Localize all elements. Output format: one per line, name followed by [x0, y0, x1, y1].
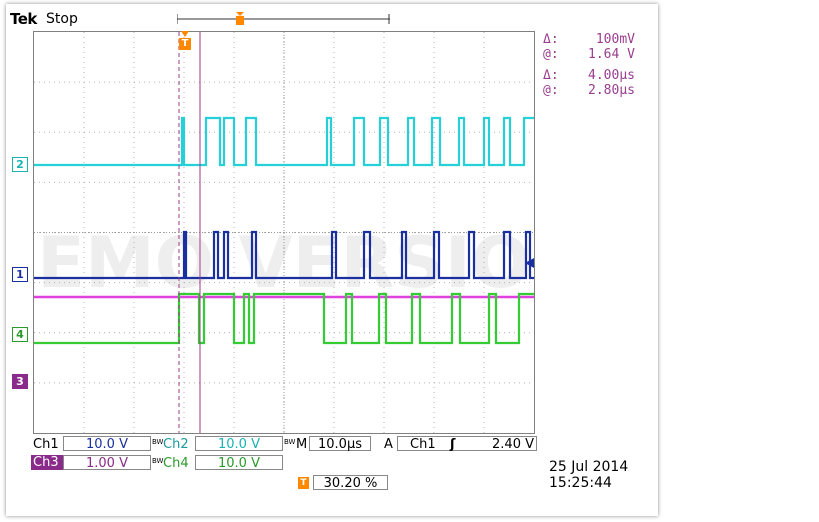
channel-2-marker[interactable]: 2	[12, 157, 28, 172]
trigger-marker: T	[178, 31, 192, 53]
date-display: 25 Jul 2014	[549, 459, 629, 475]
acquisition-mode-label: A	[384, 437, 393, 452]
ch1-scale[interactable]: 10.0 V	[63, 436, 151, 452]
ch2-bw-icon: BW	[284, 438, 296, 446]
trigger-source: Ch1	[410, 437, 436, 452]
trigger-readout[interactable]: Ch1 ʃ 2.40 V	[397, 436, 537, 452]
trigger-level-arrow-icon	[525, 258, 534, 268]
trigger-position-icon	[236, 12, 244, 25]
channel-1-marker[interactable]: 1	[12, 267, 28, 282]
ch4-waveform	[34, 292, 534, 345]
trigger-level: 2.40 V	[492, 437, 534, 452]
ch3-scale[interactable]: 1.00 V	[63, 455, 151, 471]
brand-logo: Tek	[10, 10, 37, 28]
timebase-value[interactable]: 10.0µs	[309, 436, 371, 452]
trigger-slope-icon: ʃ	[450, 437, 456, 452]
cursor-readout: Δ: 100mV @: 1.64 V Δ: 4.00µs @: 2.80µs	[543, 32, 635, 98]
trigger-position-icon: T	[298, 477, 309, 489]
channel-4-marker[interactable]: 4	[12, 327, 28, 342]
record-position-bar[interactable]	[177, 12, 390, 26]
ch1-label[interactable]: Ch1	[33, 437, 59, 452]
ch1-waveform	[34, 230, 534, 280]
timebase-m-label: M	[296, 437, 308, 452]
ch2-waveform	[34, 116, 534, 167]
ch3-bw-icon: BW	[152, 457, 164, 465]
acquisition-status: Stop	[46, 11, 78, 27]
trigger-position-value[interactable]: 30.20 %	[313, 475, 388, 491]
ch2-label[interactable]: Ch2	[163, 437, 189, 452]
voltage-at-value: 1.64 V	[588, 47, 635, 62]
time-display: 15:25:44	[549, 475, 612, 491]
ch3-label[interactable]: Ch3	[31, 455, 63, 470]
voltage-delta-value: 100mV	[595, 32, 635, 47]
ch4-scale[interactable]: 10.0 V	[195, 455, 283, 471]
ch4-label[interactable]: Ch4	[163, 456, 189, 471]
time-at-value: 2.80µs	[588, 83, 635, 98]
ch1-bw-icon: BW	[152, 438, 164, 446]
time-delta-value: 4.00µs	[588, 68, 635, 83]
ch2-scale[interactable]: 10.0 V	[195, 436, 283, 452]
channel-3-marker[interactable]: 3	[12, 374, 28, 389]
waveform-graticule[interactable]: DEMO VERSION	[33, 31, 535, 434]
trigger-marker-label: T	[181, 38, 189, 49]
